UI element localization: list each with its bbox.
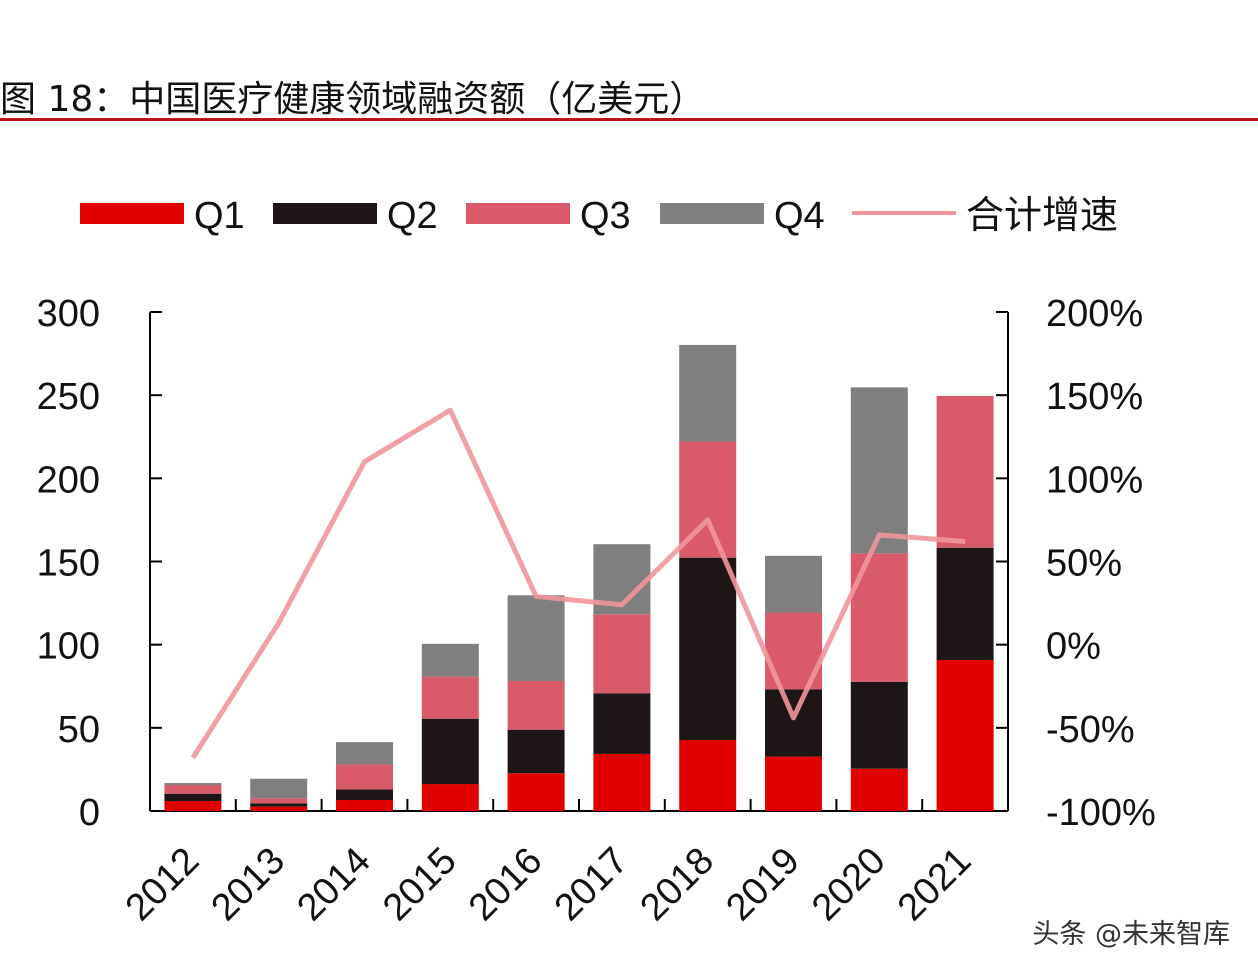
legend-swatch-q2 — [273, 203, 377, 224]
legend-label: Q1 — [194, 195, 245, 237]
legend-label: Q3 — [580, 195, 631, 237]
bar-q1-2016 — [507, 773, 565, 811]
bar-q4-2019 — [765, 555, 822, 613]
bar-q2-2016 — [507, 729, 565, 774]
right-tick-label: 200% — [1046, 293, 1143, 335]
bar-q4-2018 — [679, 344, 737, 442]
bar-q3-2017 — [593, 614, 651, 694]
chart-title: 图 18：中国医疗健康领域融资额（亿美元） — [0, 79, 706, 120]
legend-label: 合计增速 — [966, 195, 1118, 237]
bar-q1-2021 — [936, 659, 994, 811]
legend-label: Q4 — [774, 195, 825, 237]
left-tick-label: 100 — [37, 626, 100, 668]
bar-q1-2018 — [679, 739, 737, 811]
bar-q1-2020 — [850, 768, 908, 811]
legend-swatch-q3 — [466, 203, 570, 224]
bar-q2-2017 — [593, 693, 651, 754]
right-tick-label: 150% — [1046, 376, 1143, 418]
x-tick-label: 2016 — [461, 840, 550, 929]
right-tick-label: -100% — [1046, 792, 1156, 834]
bar-q2-2018 — [679, 557, 737, 740]
bar-q2-2020 — [850, 681, 908, 769]
bar-q3-2016 — [507, 680, 565, 730]
x-tick-label: 2015 — [375, 840, 464, 929]
bar-q4-2020 — [850, 387, 908, 554]
x-tick-label: 2012 — [118, 840, 207, 929]
right-tick-label: -50% — [1046, 709, 1135, 751]
bar-q1-2014 — [336, 800, 393, 811]
bar-q1-2013 — [250, 806, 308, 811]
bar-q4-2015 — [421, 643, 479, 677]
bar-q1-2015 — [421, 784, 479, 811]
right-tick-label: 50% — [1046, 543, 1122, 585]
bar-q2-2021 — [936, 547, 994, 660]
left-tick-label: 200 — [37, 459, 100, 501]
x-tick-label: 2014 — [289, 840, 378, 929]
bar-q3-2013 — [250, 798, 308, 804]
right-tick-label: 0% — [1046, 626, 1101, 668]
bar-q3-2021 — [936, 395, 994, 548]
legend-swatch-q4 — [660, 203, 764, 224]
watermark: 头条 @未来智库 — [1032, 919, 1230, 950]
line-series-growth — [190, 407, 966, 760]
bar-q3-2012 — [164, 785, 222, 794]
right-tick-label: 100% — [1046, 459, 1143, 501]
x-tick-label: 2013 — [204, 840, 293, 929]
left-tick-label: 150 — [37, 543, 100, 585]
bar-q2-2014 — [336, 789, 393, 801]
bar-q1-2019 — [765, 756, 822, 811]
bar-q4-2014 — [336, 742, 393, 765]
bar-q2-2015 — [421, 718, 479, 785]
bar-q4-2016 — [507, 595, 565, 681]
x-tick-label: 2019 — [718, 840, 807, 929]
bar-q2-2012 — [164, 793, 222, 802]
bar-q3-2014 — [336, 764, 393, 790]
bar-q3-2015 — [421, 676, 479, 719]
bar-q2-2019 — [765, 689, 822, 757]
x-tick-label: 2018 — [633, 840, 722, 929]
left-tick-label: 250 — [37, 376, 100, 418]
left-tick-label: 0 — [79, 792, 100, 834]
legend-label: Q2 — [387, 195, 438, 237]
bar-q1-2017 — [593, 753, 651, 811]
bar-q1-2012 — [164, 801, 222, 811]
bar-q2-2013 — [250, 803, 308, 807]
title-divider — [0, 118, 1258, 121]
bar-q4-2012 — [164, 783, 222, 786]
left-tick-label: 300 — [37, 293, 100, 335]
x-tick-label: 2017 — [547, 840, 636, 929]
legend-swatch-q1 — [80, 203, 184, 224]
left-tick-label: 50 — [58, 709, 100, 751]
bar-q4-2013 — [250, 778, 308, 799]
x-tick-label: 2020 — [804, 840, 893, 929]
x-tick-label: 2021 — [890, 840, 979, 929]
